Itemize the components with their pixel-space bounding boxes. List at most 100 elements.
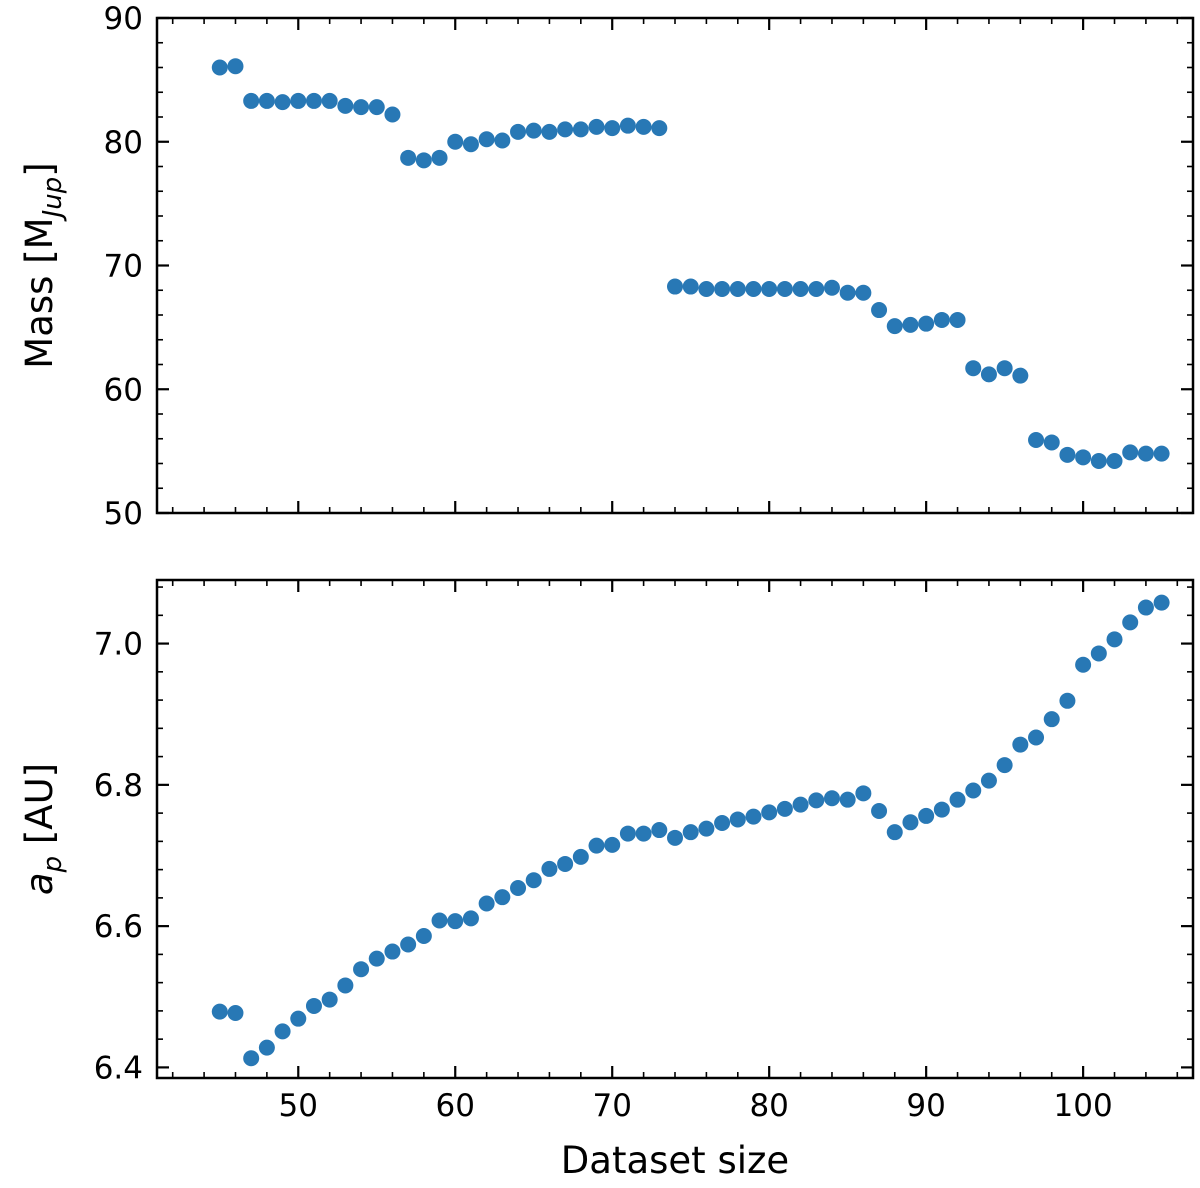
data-point <box>714 814 731 831</box>
y-tick-label: 70 <box>104 249 143 285</box>
data-point <box>274 1023 291 1040</box>
data-point <box>227 1005 244 1022</box>
data-point <box>682 824 699 841</box>
data-point <box>1122 614 1139 631</box>
x-tick-label: 70 <box>592 1088 631 1124</box>
data-point <box>462 136 479 153</box>
data-point <box>258 92 275 109</box>
y-tick-label: 6.6 <box>94 909 143 945</box>
data-point <box>823 279 840 296</box>
data-point <box>761 804 778 821</box>
x-tick-label: 60 <box>436 1088 475 1124</box>
data-point <box>258 1039 275 1056</box>
data-point <box>980 366 997 383</box>
x-tick-label: 80 <box>749 1088 788 1124</box>
data-point <box>619 825 636 842</box>
data-point <box>400 936 417 953</box>
data-point <box>729 281 746 298</box>
data-point <box>714 281 731 298</box>
data-point <box>902 316 919 333</box>
data-point <box>321 92 338 109</box>
data-point <box>682 278 699 295</box>
data-point <box>1028 431 1045 448</box>
data-point <box>431 912 448 929</box>
data-point <box>227 58 244 75</box>
data-point <box>588 118 605 135</box>
data-point <box>353 961 370 978</box>
data-point <box>384 106 401 123</box>
data-point <box>1090 453 1107 470</box>
data-point <box>494 132 511 149</box>
data-point <box>353 99 370 116</box>
data-point <box>1075 449 1092 466</box>
data-point <box>839 791 856 808</box>
data-point <box>290 92 307 109</box>
data-point <box>871 302 888 319</box>
data-point <box>745 281 762 298</box>
x-tick-label: 50 <box>279 1088 318 1124</box>
data-point <box>1137 445 1154 462</box>
y-tick-label: 60 <box>104 372 143 408</box>
data-point <box>1090 645 1107 662</box>
data-point <box>808 792 825 809</box>
data-point <box>965 360 982 377</box>
data-point <box>243 92 260 109</box>
data-point <box>290 1010 307 1027</box>
data-point <box>949 791 966 808</box>
mass-panel: 50 60 70 80 90 Mass [MJup] <box>18 1 1195 532</box>
data-point <box>776 281 793 298</box>
data-point <box>651 120 668 137</box>
data-point <box>1106 631 1123 648</box>
y-tick-label: 80 <box>104 125 143 161</box>
y-tick-label: 6.8 <box>94 768 143 804</box>
data-point <box>447 913 464 930</box>
data-point <box>965 782 982 799</box>
data-point <box>918 807 935 824</box>
data-point <box>1012 736 1029 753</box>
data-point <box>478 131 495 148</box>
data-point <box>400 149 417 166</box>
data-point <box>1122 444 1139 461</box>
data-point <box>305 92 322 109</box>
data-point <box>368 99 385 116</box>
data-point <box>839 284 856 301</box>
data-point <box>447 133 464 150</box>
data-point <box>808 281 825 298</box>
data-point <box>541 123 558 140</box>
data-point <box>604 120 621 137</box>
data-point <box>1043 711 1060 728</box>
data-point <box>823 790 840 807</box>
data-point <box>337 977 354 994</box>
data-point <box>211 1003 228 1020</box>
data-point <box>667 278 683 295</box>
data-point <box>510 879 527 896</box>
data-point <box>321 991 338 1008</box>
data-point <box>588 837 605 854</box>
data-point <box>933 311 950 328</box>
data-point <box>902 814 919 831</box>
data-point <box>871 802 888 819</box>
data-point <box>1106 453 1123 470</box>
data-point <box>729 811 746 828</box>
data-point <box>745 808 762 825</box>
data-point <box>478 895 495 912</box>
data-point <box>1043 434 1060 451</box>
data-point <box>651 822 668 839</box>
y-tick-label: 6.4 <box>94 1050 143 1086</box>
data-point <box>384 943 401 960</box>
data-point <box>776 800 793 817</box>
data-point <box>557 121 574 138</box>
y-axis-label: ap [AU] <box>18 763 68 895</box>
data-point <box>541 860 558 877</box>
y-tick-label: 90 <box>104 1 143 37</box>
data-point <box>1153 445 1170 462</box>
x-tick-label: 100 <box>1054 1088 1113 1124</box>
data-point <box>604 836 621 853</box>
data-point <box>619 117 636 134</box>
data-point <box>494 889 511 906</box>
data-point <box>792 796 809 813</box>
data-point <box>211 59 228 76</box>
data-point <box>1059 446 1076 463</box>
data-point <box>415 152 432 169</box>
data-point <box>415 928 432 945</box>
